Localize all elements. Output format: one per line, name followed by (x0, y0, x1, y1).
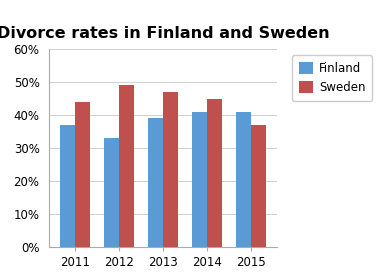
Bar (147, 118, 163, 247)
Legend: Finland, Sweden: Finland, Sweden (292, 55, 373, 101)
Bar (235, 112, 251, 247)
Bar (75, 102, 91, 247)
Bar (60, 125, 75, 247)
Bar (251, 125, 266, 247)
Bar (191, 112, 207, 247)
Title: Divorce rates in Finland and Sweden: Divorce rates in Finland and Sweden (0, 26, 329, 41)
Bar (103, 138, 119, 247)
Bar (207, 99, 222, 247)
Bar (119, 85, 135, 247)
Bar (163, 92, 179, 247)
